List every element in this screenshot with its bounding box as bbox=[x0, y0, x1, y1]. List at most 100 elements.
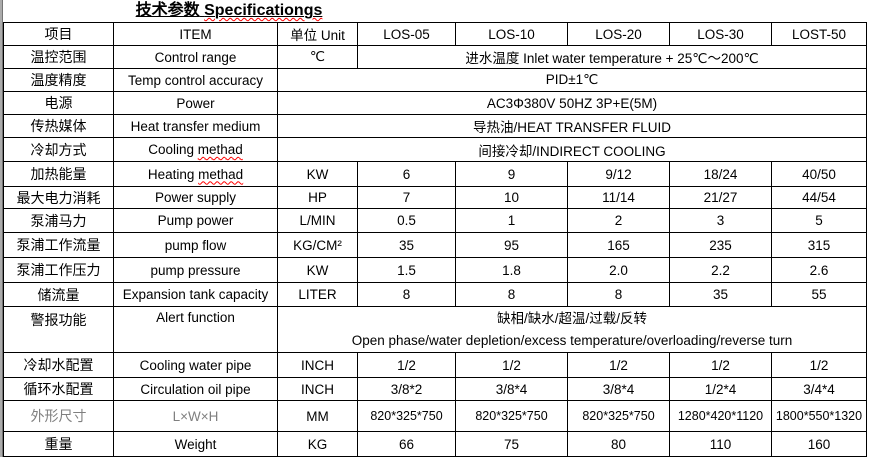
value-cell: 1/2 bbox=[567, 352, 670, 378]
label-en: Temp control accuracy bbox=[113, 68, 278, 92]
merged-value: 间接冷却/INDIRECT COOLING bbox=[277, 137, 867, 162]
unit-cell: LITER bbox=[277, 282, 358, 307]
label-en: Circulation oil pipe bbox=[113, 377, 278, 401]
alert-value-cn: 缺相/缺水/超温/过载/反转 bbox=[496, 310, 647, 326]
value-cell: 11/14 bbox=[567, 186, 670, 209]
label-cn: 泵浦马力 bbox=[3, 208, 114, 233]
value-cell: 2.0 bbox=[567, 257, 670, 283]
unit-cell: KG/CM² bbox=[277, 232, 358, 258]
label-en: Power supply bbox=[113, 186, 278, 209]
label-en: pump flow bbox=[113, 232, 278, 258]
header-item-en: ITEM bbox=[113, 22, 278, 46]
value-cell: 44/54 bbox=[771, 186, 867, 209]
row-cooling-method: 冷却方式 Cooling methad 间接冷却/INDIRECT COOLIN… bbox=[3, 137, 867, 162]
value-cell: 165 bbox=[567, 232, 670, 258]
value-cell: 21/27 bbox=[669, 186, 772, 209]
row-circulation-oil-pipe: 循环水配置 Circulation oil pipe INCH 3/8*2 3/… bbox=[3, 377, 867, 401]
header-model-lost50: LOST-50 bbox=[771, 22, 867, 46]
unit-cell: KW bbox=[277, 257, 358, 283]
value-cell: 18/24 bbox=[669, 161, 772, 187]
value-cell: 3/4*4 bbox=[771, 377, 867, 401]
label-cn: 传热媒体 bbox=[3, 114, 114, 138]
row-heat-medium: 传热媒体 Heat transfer medium 导热油/HEAT TRANS… bbox=[3, 114, 867, 138]
value-cell: 2 bbox=[567, 208, 670, 233]
label-en: Control range bbox=[113, 45, 278, 69]
value-cell: 10 bbox=[455, 186, 568, 209]
alert-value-en: Open phase/water depletion/excess temper… bbox=[351, 332, 793, 348]
value-cell: 8 bbox=[567, 282, 670, 307]
value-cell: 0.5 bbox=[357, 208, 456, 233]
title-chinese: 技术参数 bbox=[135, 2, 200, 19]
table-header-row: 项目 ITEM 单位 Unit LOS-05 LOS-10 LOS-20 LOS… bbox=[3, 22, 867, 46]
value-cell: 35 bbox=[669, 282, 772, 307]
value-cell: 1.8 bbox=[455, 257, 568, 283]
window-left-edge bbox=[0, 0, 3, 457]
row-control-range: 温控范围 Control range ℃ 进水温度 Inlet water te… bbox=[3, 45, 867, 69]
label-cn: 重量 bbox=[3, 431, 114, 457]
value-cell: 820*325*750 bbox=[567, 400, 670, 432]
row-weight: 重量 Weight KG 66 75 80 110 160 bbox=[3, 431, 867, 457]
label-en: Cooling methad bbox=[113, 137, 278, 162]
label-en: Pump power bbox=[113, 208, 278, 233]
value-cell: 3/8*4 bbox=[455, 377, 568, 401]
row-pump-flow: 泵浦工作流量 pump flow KG/CM² 35 95 165 235 31… bbox=[3, 232, 867, 258]
value-cell: 80 bbox=[567, 431, 670, 457]
merged-value: 导热油/HEAT TRANSFER FLUID bbox=[277, 114, 867, 138]
merged-value: 进水温度 Inlet water temperature + 25℃～200℃ bbox=[357, 45, 867, 69]
row-tank-capacity: 储流量 Expansion tank capacity LITER 8 8 8 … bbox=[3, 282, 867, 307]
value-cell: 95 bbox=[455, 232, 568, 258]
unit-cell: L/MIN bbox=[277, 208, 358, 233]
header-model-los30: LOS-30 bbox=[669, 22, 772, 46]
header-model-los20: LOS-20 bbox=[567, 22, 670, 46]
value-cell: 40/50 bbox=[771, 161, 867, 187]
value-cell: 66 bbox=[357, 431, 456, 457]
label-cn: 外形尺寸 bbox=[3, 400, 114, 432]
value-cell: 315 bbox=[771, 232, 867, 258]
label-en: L×W×H bbox=[113, 400, 278, 432]
merged-value: AC3Φ380V 50HZ 3P+E(5M) bbox=[277, 91, 867, 115]
value-cell: 2.2 bbox=[669, 257, 772, 283]
unit-cell: INCH bbox=[277, 352, 358, 378]
value-cell: 3/8*2 bbox=[357, 377, 456, 401]
unit-cell: ℃ bbox=[277, 45, 358, 69]
row-pump-pressure: 泵浦工作压力 pump pressure KW 1.5 1.8 2.0 2.2 … bbox=[3, 257, 867, 283]
label-en: Cooling water pipe bbox=[113, 352, 278, 378]
label-cn: 警报功能 bbox=[3, 306, 114, 353]
misspelled-word: methad bbox=[198, 166, 244, 182]
value-cell: 7 bbox=[357, 186, 456, 209]
value-cell: 820*325*750 bbox=[357, 400, 456, 432]
unit-cell: KG bbox=[277, 431, 358, 457]
value-cell: 1/2 bbox=[357, 352, 456, 378]
label-cn: 最大电力消耗 bbox=[3, 186, 114, 209]
page-title: 技术参数 Specificationgs bbox=[3, 0, 455, 22]
value-cell: 5 bbox=[771, 208, 867, 233]
row-heating-capacity: 加热能量 Heating methad KW 6 9 9/12 18/24 40… bbox=[3, 161, 867, 187]
row-cooling-water-pipe: 冷却水配置 Cooling water pipe INCH 1/2 1/2 1/… bbox=[3, 352, 867, 378]
value-cell: 1 bbox=[455, 208, 568, 233]
value-cell: 35 bbox=[357, 232, 456, 258]
unit-cell: HP bbox=[277, 186, 358, 209]
value-cell: 3/8*4 bbox=[567, 377, 670, 401]
label-cn: 泵浦工作流量 bbox=[3, 232, 114, 258]
title-english-misspelled: Specificationgs bbox=[204, 2, 323, 19]
value-cell: 1.5 bbox=[357, 257, 456, 283]
unit-cell: KW bbox=[277, 161, 358, 187]
value-cell: 9 bbox=[455, 161, 568, 187]
header-model-los10: LOS-10 bbox=[455, 22, 568, 46]
row-dimensions: 外形尺寸 L×W×H MM 820*325*750 820*325*750 82… bbox=[3, 400, 867, 432]
value-cell: 110 bbox=[669, 431, 772, 457]
merged-value: PID±1℃ bbox=[277, 68, 867, 92]
value-cell: 235 bbox=[669, 232, 772, 258]
header-model-los05: LOS-05 bbox=[357, 22, 456, 46]
row-power: 电源 Power AC3Φ380V 50HZ 3P+E(5M) bbox=[3, 91, 867, 115]
label-cn: 冷却方式 bbox=[3, 137, 114, 162]
value-cell: 1/2*4 bbox=[669, 377, 772, 401]
label-en: Alert function bbox=[113, 306, 278, 353]
value-cell: 1800*550*1320 bbox=[771, 400, 867, 432]
value-cell: 8 bbox=[357, 282, 456, 307]
value-cell: 1/2 bbox=[455, 352, 568, 378]
unit-cell: INCH bbox=[277, 377, 358, 401]
header-item-cn: 项目 bbox=[3, 22, 114, 46]
label-en: Heat transfer medium bbox=[113, 114, 278, 138]
